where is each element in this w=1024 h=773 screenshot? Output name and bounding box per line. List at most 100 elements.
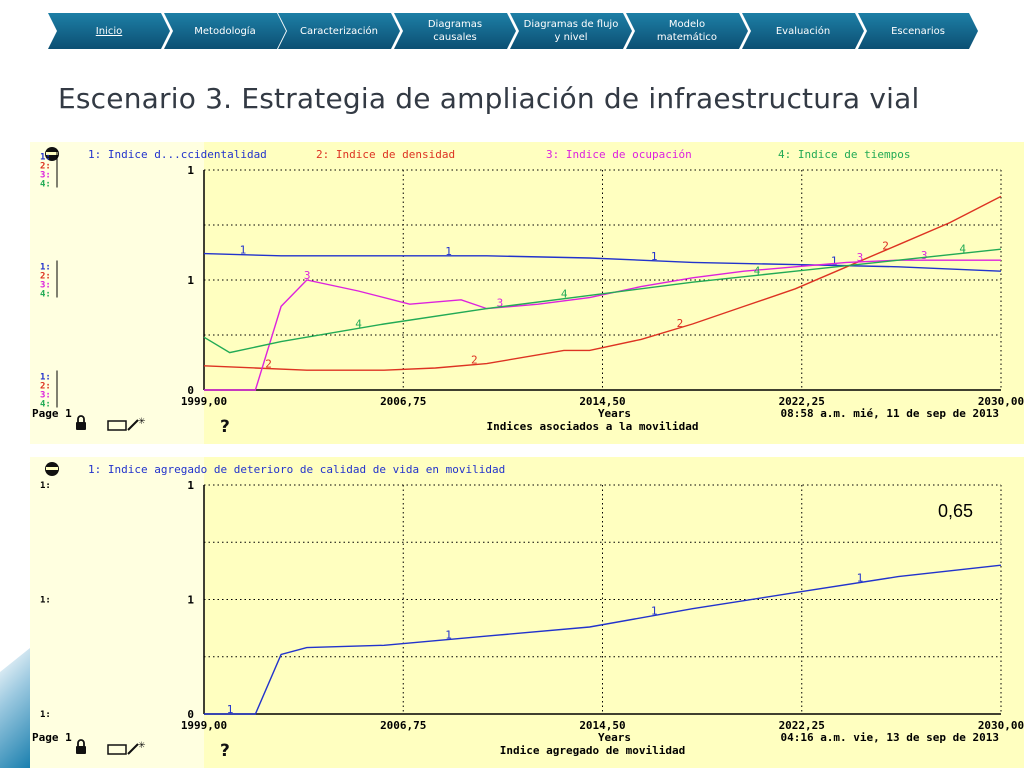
series-marker-3: 3 [921,249,928,262]
chart-title: Indice agregado de movilidad [500,744,685,757]
x-tick-label-3: 2014,50 [579,395,625,408]
page-title: Escenario 3. Estrategia de ampliación de… [58,82,920,115]
top-navigation: Inicio Metodología Caracterización Diagrama… [48,13,978,49]
y-tick-label-2: 1 [187,274,194,287]
legend-entry-1: 1: Indice d...ccidentalidad [88,148,267,161]
wand-icon [127,743,139,755]
series-line-1 [204,564,1002,715]
y-tick-label-2: 1 [187,594,194,607]
nav-item-2[interactable]: Metodología [164,13,286,49]
series-marker-1: 1 [651,605,658,618]
series-marker-4: 4 [959,242,966,255]
y-axis-series-label: 4: [40,400,51,410]
y-axis-series-label: 1: [40,263,51,273]
series-line-3 [204,259,1001,391]
y-axis-strip [30,142,204,444]
corner-decoration [0,648,30,768]
nav-item-label: Evaluación [775,25,831,37]
y-tick-label-3: 0 [187,708,194,721]
legend-entry-3: 3: Indice de ocupación [546,148,692,161]
chart-mobility-indices: 1: Indice d...ccidentalidad 2: Indice de … [30,142,1024,444]
series-marker-3: 3 [857,251,864,264]
help-icon: ? [220,417,230,437]
print-icon [107,744,127,755]
series-marker-3: 3 [497,297,504,310]
lock-icon-shackle [77,415,85,422]
y-axis-series-label: 1: [40,373,51,383]
chart-panel-aggregate-index: 1: Indice agregado de deterioro de calid… [30,457,1024,768]
series-marker-2: 2 [471,354,478,367]
series-marker-4: 4 [754,264,761,277]
wand-sparkle-icon: ✳ [138,417,146,427]
nav-item-label: Inicio [95,25,123,37]
y-axis-series-label: 1: [40,153,51,163]
series-marker-2: 2 [265,358,272,371]
chart-title: Indices asociados a la movilidad [487,420,699,433]
chart-panel-mobility-indices: 1: Indice d...ccidentalidad 2: Indice de … [30,142,1024,444]
series-marker-4: 4 [355,317,362,330]
nav-item-label: Diagramas causales [427,19,483,43]
series-marker-4: 4 [561,288,568,301]
legend-entry-1: 1: Indice agregado de deterioro de calid… [88,463,505,476]
y-axis-series-label: 3: [40,391,51,401]
series-marker-3: 3 [304,269,311,282]
series-marker-2: 2 [882,239,889,252]
nav-item-label: Caracterización [300,25,378,37]
y-axis-series-label: 2: [40,162,51,172]
legend-entry-4: 4: Indice de tiempos [778,148,910,161]
y-axis-strip [30,457,204,768]
final-value-annotation: 0,65 [938,501,974,521]
y-axis-series-label: 2: [40,382,51,392]
y-axis-series-label: 3: [40,281,51,291]
nav-item-4[interactable]: Diagramas causales [394,13,516,49]
wand-icon [127,419,139,431]
chart-aggregate-index: 1: Indice agregado de deterioro de calid… [30,457,1024,768]
nav-item-1[interactable]: Inicio [48,13,170,49]
help-icon: ? [220,741,230,761]
x-tick-label-1: 1999,00 [181,395,227,408]
series-line-2 [203,195,1002,371]
x-tick-label-4: 2022,25 [779,719,825,732]
nav-item-8[interactable]: Escenarios [858,13,978,49]
series-marker-2: 2 [677,317,684,330]
y-axis-series-label: 2: [40,272,51,282]
x-tick-label-2: 2006,75 [380,395,426,408]
y-axis-series-label: 1: [40,710,51,720]
y-axis-series-label: 1: [40,596,51,606]
y-axis-series-label: 4: [40,180,51,190]
x-tick-label-4: 2022,25 [779,395,825,408]
nav-item-label: Metodología [194,25,256,37]
x-tick-label-5: 2030,00 [978,719,1024,732]
series-line-1 [203,252,1002,272]
x-tick-label-2: 2006,75 [380,719,426,732]
x-axis-label: Years [598,407,631,420]
nav-item-3[interactable]: Caracterización [278,13,400,49]
series-marker-1: 1 [831,254,838,267]
wand-sparkle-icon: ✳ [138,741,146,751]
lock-icon-shackle [77,739,85,746]
y-axis-series-label: 4: [40,290,51,300]
series-marker-1: 1 [651,250,658,263]
nav-item-7[interactable]: Evaluación [742,13,864,49]
y-axis-series-label: 1: [40,481,51,491]
page-label: Page 1 [32,407,72,420]
page-label: Page 1 [32,731,72,744]
series-line-4 [203,248,1002,354]
x-tick-label-3: 2014,50 [579,719,625,732]
nav-item-label: Escenarios [891,25,945,37]
timestamp: 04:16 a.m. vie, 13 de sep de 2013 [780,731,999,744]
series-marker-1: 1 [240,244,247,257]
y-tick-label-3: 0 [187,384,194,397]
y-tick-label-1: 1 [187,164,194,177]
y-axis-series-label: 3: [40,171,51,181]
x-axis-label: Years [598,731,631,744]
series-marker-1: 1 [445,245,452,258]
nav-item-label: Diagramas de flujo y nivel [523,19,619,43]
nav-item-5[interactable]: Diagramas de flujo y nivel [510,13,632,49]
lock-icon [76,422,86,430]
x-tick-label-1: 1999,00 [181,719,227,732]
nav-item-label: Modelo matemático [656,19,718,43]
series-marker-1: 1 [857,572,864,585]
nav-item-6[interactable]: Modelo matemático [626,13,748,49]
legend-chart-icon-mark [46,152,58,155]
